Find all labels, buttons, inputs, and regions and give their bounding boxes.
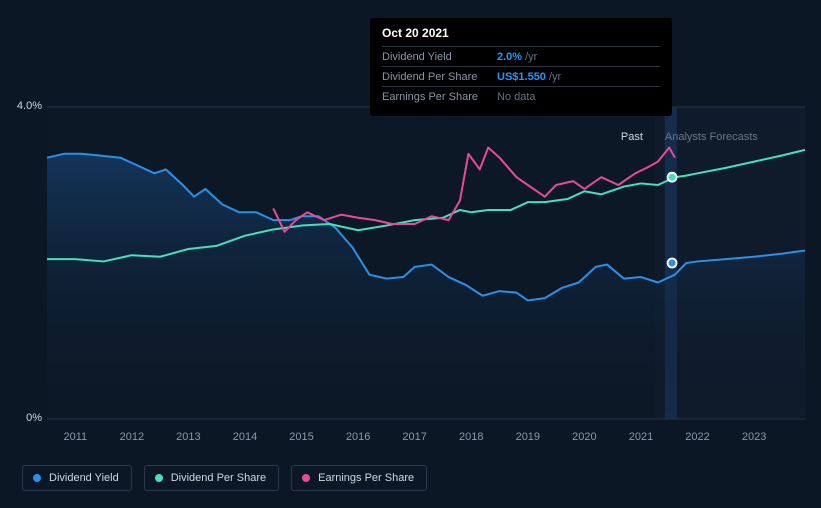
- legend-dot: [155, 474, 163, 482]
- x-axis-label: 2019: [516, 431, 540, 443]
- x-axis-label: 2021: [629, 431, 653, 443]
- legend-item-dividend-yield[interactable]: Dividend Yield: [22, 465, 132, 491]
- x-axis-label: 2013: [176, 431, 200, 443]
- legend-item-earnings-per-share[interactable]: Earnings Per Share: [291, 465, 427, 491]
- tooltip-unit: /yr: [525, 51, 537, 63]
- label-forecast: Analysts Forecasts: [665, 131, 758, 143]
- legend-dot: [302, 474, 310, 482]
- chart-legend: Dividend Yield Dividend Per Share Earnings…: [22, 465, 427, 491]
- x-axis-label: 2023: [742, 431, 766, 443]
- tooltip-label: Earnings Per Share: [382, 91, 497, 103]
- x-axis-label: 2018: [459, 431, 483, 443]
- chart-marker: [668, 259, 677, 268]
- label-past: Past: [621, 131, 643, 143]
- chart-tooltip: Oct 20 2021 Dividend Yield2.0%/yrDividen…: [370, 18, 672, 116]
- x-axis-label: 2017: [402, 431, 426, 443]
- tooltip-row: Dividend Yield2.0%/yr: [382, 46, 660, 66]
- x-axis-label: 2012: [120, 431, 144, 443]
- legend-label: Dividend Yield: [49, 472, 119, 484]
- x-axis-label: 2011: [63, 431, 87, 443]
- legend-item-dividend-per-share[interactable]: Dividend Per Share: [144, 465, 279, 491]
- y-axis-label: 4.0%: [2, 100, 42, 112]
- tooltip-row: Earnings Per ShareNo data: [382, 86, 660, 106]
- tooltip-row: Dividend Per ShareUS$1.550/yr: [382, 66, 660, 86]
- x-axis-label: 2020: [572, 431, 596, 443]
- tooltip-unit: /yr: [549, 71, 561, 83]
- x-axis-label: 2014: [233, 431, 257, 443]
- tooltip-value: US$1.550: [497, 71, 546, 83]
- x-axis-label: 2022: [685, 431, 709, 443]
- tooltip-value: No data: [497, 91, 536, 103]
- tooltip-value: 2.0%: [497, 51, 522, 63]
- legend-label: Dividend Per Share: [171, 472, 266, 484]
- legend-label: Earnings Per Share: [318, 472, 414, 484]
- chart-marker: [668, 173, 677, 182]
- y-axis-label: 0%: [2, 412, 42, 424]
- tooltip-label: Dividend Yield: [382, 51, 497, 63]
- tooltip-label: Dividend Per Share: [382, 71, 497, 83]
- x-axis-label: 2015: [289, 431, 313, 443]
- tooltip-date: Oct 20 2021: [382, 26, 660, 46]
- legend-dot: [33, 474, 41, 482]
- x-axis-label: 2016: [346, 431, 370, 443]
